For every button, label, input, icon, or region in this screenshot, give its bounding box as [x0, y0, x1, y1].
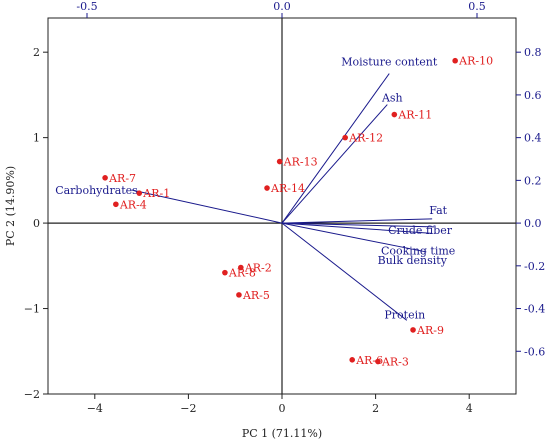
- score-point: [102, 175, 108, 181]
- score-label: AR-3: [381, 356, 409, 369]
- score-label: AR-13: [283, 156, 318, 169]
- score-point: [136, 190, 143, 196]
- loading-label: Moisture content: [341, 56, 438, 69]
- score-point: [264, 185, 270, 191]
- y-tick-label: −2: [24, 388, 40, 401]
- loading-vector: [131, 189, 283, 224]
- y-tick-label: −1: [24, 303, 40, 316]
- loading-vector: [281, 104, 388, 224]
- top-tick-label: 0.0: [273, 0, 291, 13]
- right-tick-label: 0.0: [524, 217, 542, 230]
- y-tick-label: 2: [33, 46, 40, 59]
- loading-label: Cooking time: [381, 244, 455, 257]
- score-point: [342, 134, 348, 141]
- score-label: AR-7: [108, 172, 136, 185]
- score-label: AR-5: [242, 289, 270, 302]
- right-tick-label: -0.4: [524, 303, 545, 316]
- top-tick-label: 0.5: [468, 0, 486, 13]
- loading-vectors: Moisture content Ash Carbohydrates Fat Crude…: [55, 56, 455, 322]
- score-point: [375, 358, 381, 365]
- score-point: [222, 269, 228, 276]
- score-point: [349, 357, 356, 363]
- y-tick-label: 0: [33, 217, 40, 230]
- x-axis-title: PC 1 (71.11%): [242, 427, 322, 440]
- x-tick-label: −2: [180, 402, 196, 415]
- x-axis-ticks: −4 −2 0 2 4: [87, 394, 473, 415]
- score-point: [391, 111, 398, 118]
- y-tick-label: 1: [33, 132, 40, 145]
- score-point: [410, 327, 416, 333]
- loading-vector: [281, 218, 433, 224]
- y-axis-title: PC 2 (14.90%): [4, 166, 17, 246]
- score-label: AR-8: [228, 267, 256, 280]
- x-tick-label: 2: [372, 402, 379, 415]
- loading-vector: [281, 222, 408, 321]
- loading-vector: [281, 222, 435, 228]
- right-tick-label: 0.8: [524, 46, 542, 59]
- score-points: AR-1 AR-2 AR-3 AR-4 AR-5 AR-6 AR-7 AR-8 AR-9 AR-1…: [102, 55, 493, 369]
- score-label: AR-6: [355, 354, 383, 367]
- loading-vector: [281, 222, 427, 253]
- loading-label: Protein: [384, 308, 425, 321]
- score-label: AR-10: [458, 55, 493, 68]
- loading-vector: [281, 222, 433, 234]
- right-tick-label: -0.6: [524, 345, 545, 358]
- score-point: [276, 158, 283, 165]
- loading-label: Bulk density: [378, 254, 448, 267]
- loading-label: Fat: [429, 204, 447, 217]
- loading-label: Crude fiber: [388, 224, 453, 237]
- score-point: [236, 292, 242, 298]
- score-point: [238, 264, 244, 271]
- score-label: AR-4: [119, 198, 147, 211]
- right-tick-label: 0.4: [524, 132, 542, 145]
- score-label: AR-1: [142, 187, 170, 200]
- score-label: AR-11: [397, 109, 432, 122]
- right-tick-label: 0.6: [524, 89, 542, 102]
- y-axis-ticks: −2 −1 0 1 2: [24, 46, 48, 401]
- score-label: AR-12: [348, 132, 383, 145]
- score-label: AR-9: [416, 324, 444, 337]
- x-tick-label: 0: [279, 402, 286, 415]
- score-label: AR-14: [270, 182, 305, 195]
- right-loading-axis-ticks: -0.6 -0.4 -0.2 0.0 0.2 0.4 0.6 0.8: [516, 46, 545, 358]
- x-tick-label: 4: [466, 402, 473, 415]
- right-tick-label: -0.2: [524, 260, 545, 273]
- top-tick-label: -0.5: [76, 0, 97, 13]
- x-tick-label: −4: [87, 402, 103, 415]
- score-point: [113, 201, 119, 208]
- loading-label: Ash: [381, 92, 403, 105]
- score-label: AR-2: [244, 262, 272, 275]
- right-tick-label: 0.2: [524, 174, 542, 187]
- top-loading-axis-ticks: -0.5 0.0 0.5: [76, 0, 486, 18]
- loading-vector: [281, 73, 390, 224]
- loading-label: Carbohydrates: [55, 184, 138, 197]
- score-point: [452, 57, 458, 64]
